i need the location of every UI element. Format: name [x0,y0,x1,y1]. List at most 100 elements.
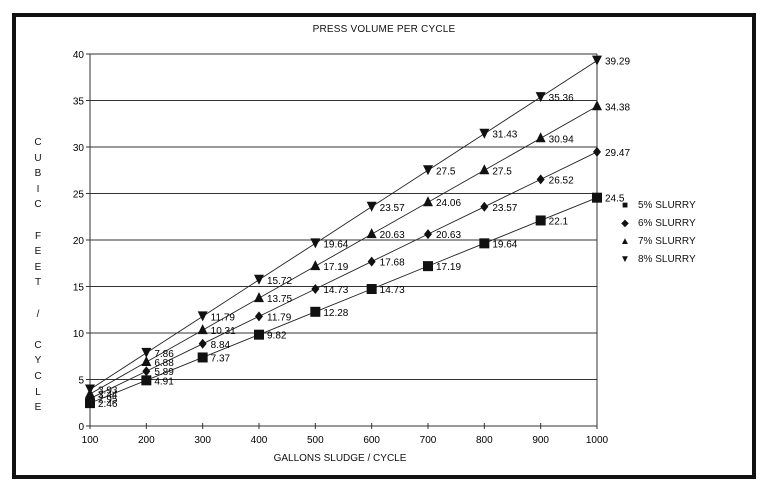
triangle-down-marker-icon [366,201,377,212]
square-marker-icon [197,352,208,363]
data-label: 14.73 [380,285,405,296]
x-tick-label: 1000 [586,435,609,446]
triangle-down-marker-icon [310,238,321,249]
y-tick-label: 5 [78,376,84,387]
data-label: 20.63 [380,230,405,241]
chart-title: PRESS VOLUME PER CYCLE [312,24,456,35]
data-label: 4.91 [154,376,174,387]
data-label: 17.19 [323,262,348,273]
y-tick-label: 40 [73,50,85,61]
data-label: 3.93 [98,385,118,396]
data-label: 26.52 [549,175,574,186]
y-tick-label: 25 [73,190,85,201]
y-tick-label: 35 [73,97,85,108]
x-tick-label: 600 [363,435,380,446]
triangle-up-marker-icon [423,196,433,207]
square-marker-icon [592,192,602,203]
data-label: 2.46 [98,399,118,410]
diamond-marker-icon [142,366,151,377]
diamond-marker-icon [536,174,545,185]
x-tick-label: 200 [138,435,155,446]
x-tick-label: 100 [82,435,99,446]
triangle-up-marker-icon [197,324,208,335]
data-label: 17.68 [380,258,405,269]
diamond-marker-icon [198,338,207,349]
square-marker-icon [423,261,433,272]
diamond-marker-icon [593,146,601,157]
data-label: 5.89 [154,367,174,378]
diamond-marker-icon [255,311,263,322]
data-label: 11.79 [267,312,292,323]
data-label: 31.43 [492,130,517,141]
diamond-marker-icon: ◆ [621,217,629,229]
x-tick-label: 300 [194,435,211,446]
x-axis-label: GALLONS SLUDGE / CYCLE [273,453,407,464]
data-label: 13.75 [267,294,292,305]
triangle-up-marker-icon [141,356,152,367]
data-label: 23.57 [492,203,517,214]
triangle-down-marker-icon [254,274,264,285]
y-tick-label: 20 [73,236,85,247]
data-label: 17.19 [436,262,461,273]
triangle-up-marker-icon [479,164,490,175]
data-label: 29.47 [605,148,630,159]
square-marker-icon [366,284,377,295]
series-line [89,151,598,399]
data-label: 7.37 [211,353,231,364]
y-tick-label: 15 [73,283,85,294]
data-label: 23.57 [380,203,405,214]
y-axis-label: C U B I C F E E T / C Y C L E [34,137,42,414]
legend: ■ 5% SLURRY ◆ 6% SLURRY ▲ 7% SLURRY ▼ 8% SLU… [618,196,696,268]
data-label: 9.82 [267,331,287,342]
x-tick-label: 800 [476,435,493,446]
triangle-down-marker-icon [423,165,433,176]
y-tick-label: 10 [73,329,85,340]
data-label: 14.73 [323,285,348,296]
data-label: 22.1 [549,216,569,227]
triangle-up-marker-icon [310,260,321,271]
y-tick-label: 0 [78,422,84,433]
diamond-marker-icon [424,229,432,240]
square-marker-icon: ■ [621,199,629,211]
legend-item: ■ 5% SLURRY [618,196,696,214]
data-label: 30.94 [549,134,574,145]
data-label: 12.28 [323,308,348,319]
data-label: 11.79 [211,312,236,323]
y-tick-label: 30 [73,143,85,154]
data-label: 34.38 [605,102,630,113]
diamond-marker-icon [311,284,320,295]
x-tick-label: 900 [532,435,549,446]
data-label: 19.64 [323,239,348,250]
x-tick-label: 400 [251,435,268,446]
series-line [89,197,598,404]
data-label: 15.72 [267,276,292,287]
data-label: 8.84 [211,340,231,351]
legend-item: ◆ 6% SLURRY [618,214,695,232]
series-line [89,60,598,390]
data-label: 2.95 [98,395,118,406]
data-label: 35.36 [549,93,574,104]
data-label: 3.44 [98,390,118,401]
triangle-up-marker-icon: ▲ [620,235,630,247]
square-marker-icon [310,306,321,317]
data-label: 19.64 [492,239,517,250]
square-marker-icon [479,238,490,249]
chart-frame [12,13,756,479]
x-tick-label: 500 [307,435,324,446]
data-label: 10.31 [211,326,236,337]
triangle-up-marker-icon [366,228,377,239]
triangle-down-marker-icon: ▼ [620,253,630,265]
data-label: 39.29 [605,57,630,68]
triangle-down-marker-icon [535,92,546,103]
legend-item: ▲ 7% SLURRY [618,232,696,250]
diamond-marker-icon [480,201,489,212]
triangle-down-marker-icon [479,128,490,139]
square-marker-icon [254,329,264,340]
data-label: 20.63 [436,230,461,241]
legend-item: ▼ 8% SLURRY [618,250,696,268]
data-label: 27.5 [436,166,456,177]
data-label: 6.88 [154,358,174,369]
triangle-up-marker-icon [535,132,546,143]
square-marker-icon [141,375,152,386]
